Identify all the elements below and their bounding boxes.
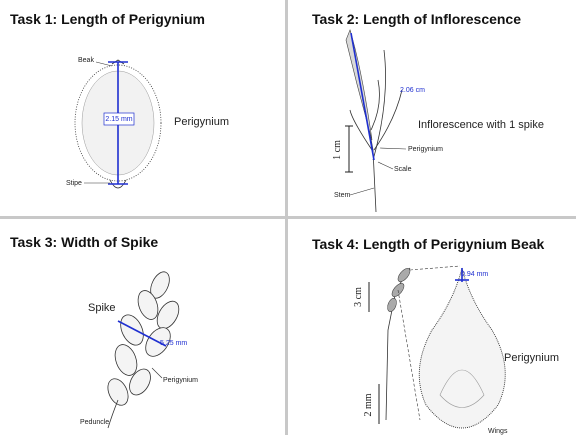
achene xyxy=(439,369,485,408)
label: Perigynium xyxy=(504,352,559,364)
label: Wings xyxy=(488,428,508,435)
panel-title: Task 3: Width of Spike xyxy=(10,234,158,250)
stipe xyxy=(109,179,127,189)
zoom-line xyxy=(397,289,421,421)
label: Inflorescence with 1 spike xyxy=(418,119,544,131)
pointer xyxy=(151,367,163,379)
measure-label: 0.94 mm xyxy=(461,271,488,278)
measure-box xyxy=(103,112,135,126)
label: Spike xyxy=(88,302,116,314)
peduncle-drawing xyxy=(107,399,119,429)
label: Stem xyxy=(334,192,351,199)
panel-4: Task 4: Length of Perigynium Beak 3 cm 0… xyxy=(312,236,559,435)
label: Stipe xyxy=(66,180,82,187)
pointer xyxy=(349,187,375,196)
leaf xyxy=(373,89,403,151)
panel-1: Task 1: Length of Perigynium 2.15 mm Bea… xyxy=(10,11,229,189)
pointer xyxy=(377,161,394,170)
leaf xyxy=(372,49,386,161)
label: Perigynium xyxy=(163,377,198,384)
zoom-line xyxy=(409,265,461,271)
leaf xyxy=(349,109,373,151)
measure-line xyxy=(350,32,375,161)
panel-title: Task 2: Length of Inflorescence xyxy=(312,11,521,27)
label: Perigynium xyxy=(408,146,443,153)
panel-3: Task 3: Width of Spike Spike 5.25 mm Per… xyxy=(10,234,198,429)
perigynium-drawing xyxy=(418,267,506,429)
label: Beak xyxy=(78,57,94,64)
pointer xyxy=(379,147,407,150)
scale-label: 1 cm xyxy=(332,140,343,160)
panel-title: Task 4: Length of Perigynium Beak xyxy=(312,236,545,252)
divider-horizontal xyxy=(0,216,576,219)
measure-label: 5.25 mm xyxy=(160,340,187,347)
perigynium-drawing xyxy=(74,64,162,182)
measure-line xyxy=(117,320,167,347)
panel-title: Task 1: Length of Perigynium xyxy=(10,11,205,27)
label: Peduncle xyxy=(80,419,109,426)
spike-drawing xyxy=(107,271,180,406)
panel-2: Task 2: Length of Inflorescence 2.06 cm … xyxy=(312,11,544,213)
scale-label: 2 mm xyxy=(363,393,374,416)
label: Perigynium xyxy=(174,116,229,128)
label: Scale xyxy=(394,166,412,173)
scale-label: 3 cm xyxy=(353,287,364,307)
measure-label: 2.15 mm xyxy=(105,116,132,123)
leaf xyxy=(370,79,380,131)
pointer xyxy=(95,61,113,67)
measure-label: 2.06 cm xyxy=(400,87,425,94)
